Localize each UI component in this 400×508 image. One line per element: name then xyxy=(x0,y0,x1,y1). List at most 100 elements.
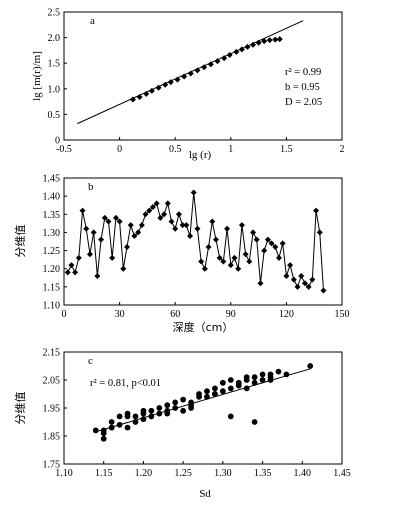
panel-c-point xyxy=(100,435,107,442)
panel-b-xtick-label: 150 xyxy=(335,309,350,320)
panel-b-point xyxy=(224,225,231,232)
panel-c-xtick-label: 1.20 xyxy=(135,468,153,479)
panel-a-point xyxy=(174,76,181,83)
panel-b-point xyxy=(157,214,164,221)
panel-a-annotation-r2: r² = 0.99 xyxy=(285,67,321,78)
panel-b-point xyxy=(94,272,101,279)
panel-b-ytick-label: 1.25 xyxy=(43,246,61,257)
panel-a-ytick-label: 1.5 xyxy=(48,59,61,70)
panel-c-point xyxy=(275,368,282,375)
panel-b-point xyxy=(305,283,312,290)
panel-b-point xyxy=(138,222,145,229)
panel-b-point xyxy=(242,251,249,258)
panel-b-point xyxy=(168,218,175,225)
panel-c-point xyxy=(164,402,171,409)
panel-b-ylabel: 分维值 xyxy=(14,225,27,258)
panel-c-point xyxy=(124,413,131,420)
panel-c-point xyxy=(124,424,131,431)
panel-b-xtick-label: 120 xyxy=(279,309,294,320)
panel-b-point xyxy=(112,214,119,221)
panel-a-point xyxy=(226,52,233,59)
panel-b-point xyxy=(257,280,264,287)
panel-a-point xyxy=(214,58,221,65)
panel-c-point xyxy=(100,430,107,437)
panel-b-point xyxy=(212,236,219,243)
panel-a-frame xyxy=(63,11,343,141)
panel-a-point xyxy=(261,38,268,45)
panel-a-point xyxy=(201,64,208,71)
panel-b-point xyxy=(264,236,271,243)
panel-a-point xyxy=(244,43,251,50)
panel-c-ytick-label: 1.75 xyxy=(43,460,61,471)
panel-a-point xyxy=(276,36,283,43)
panel-a-xtick-label: 1.5 xyxy=(280,144,293,155)
panel-b-point xyxy=(320,287,327,294)
panel-c-xtick-label: 1.25 xyxy=(174,468,192,479)
panel-b-point xyxy=(250,229,257,236)
panel-b-point xyxy=(272,243,279,250)
panel-c-point xyxy=(251,419,258,425)
panel-b-point xyxy=(187,233,194,240)
panel-b-xtick-label: 60 xyxy=(170,309,180,320)
panel-a-point xyxy=(162,81,169,88)
panel-a-ytick-label: 0.5 xyxy=(48,110,61,121)
panel-b-point xyxy=(149,204,156,211)
panel-c-point xyxy=(172,405,179,411)
panel-b-ytick-label: 1.30 xyxy=(43,228,61,239)
panel-b-point xyxy=(261,247,268,254)
panel-b-ytick-label: 1.15 xyxy=(43,282,61,293)
panel-c-point xyxy=(204,388,210,395)
panel-b-point xyxy=(153,200,160,207)
panel-a: a -0.5 0 0.5 1 1.5 200.51.01.52.02.5 r² = 0.9… xyxy=(31,8,345,162)
panel-c-ytick-label: 1.95 xyxy=(43,404,61,415)
panel-c: c 1.10 1.15 1.20 1.25 1.30 1.35 1.40 1.45 1.75 1.… xyxy=(14,348,351,501)
panel-b-point xyxy=(72,269,79,276)
panel-c-point xyxy=(116,413,123,420)
panel-c-point xyxy=(156,405,163,411)
panel-b-xtick-label: 30 xyxy=(115,309,125,320)
panel-a-point xyxy=(129,96,136,103)
panel-a-point xyxy=(266,37,273,44)
panel-c-point xyxy=(235,379,242,386)
panel-b-point xyxy=(175,211,182,218)
panel-c-point xyxy=(156,410,163,417)
panel-a-point xyxy=(272,36,279,43)
panel-b-point xyxy=(316,229,323,236)
panel-c-frame xyxy=(63,351,343,465)
panel-b-letter: b xyxy=(88,181,94,193)
panel-b-point xyxy=(183,222,190,229)
panel-c-point xyxy=(180,396,187,403)
panel-c-point xyxy=(227,385,234,392)
panel-b-point xyxy=(124,243,131,250)
panel-a-point xyxy=(143,90,150,97)
panel-a-ytick-label: 0 xyxy=(55,136,60,147)
panel-c-ylabel: 分维值 xyxy=(14,392,27,425)
panel-b-point xyxy=(231,254,238,261)
panel-b-point xyxy=(146,207,153,214)
panel-b-ytick-label: 1.40 xyxy=(43,192,61,203)
panel-b-point xyxy=(194,225,201,232)
panel-c-point xyxy=(140,416,147,423)
panel-b-xlabel: 深度（cm） xyxy=(173,320,234,334)
panel-a-ytick-label: 1.0 xyxy=(48,84,61,95)
panel-c-point xyxy=(172,399,179,406)
panel-b-point xyxy=(201,265,208,272)
panel-b-point xyxy=(238,222,245,229)
panel-b-point xyxy=(290,276,297,283)
panel-a-ylabel: lg [m(r)/m] xyxy=(31,51,43,101)
panel-c-point xyxy=(219,379,226,386)
panel-b-point xyxy=(246,258,253,265)
panel-c-point xyxy=(116,421,123,428)
panel-a-point xyxy=(250,41,257,48)
panel-a-point xyxy=(187,70,194,77)
panel-c-annotation: r² = 0.81, p<0.01 xyxy=(90,378,161,389)
panel-b-ytick-label: 1.20 xyxy=(43,264,61,275)
panel-a-point xyxy=(238,46,245,53)
panel-b-xtick-label: 90 xyxy=(226,309,236,320)
panel-b-point xyxy=(179,222,186,229)
panel-a-point xyxy=(148,87,155,94)
panel-a-point xyxy=(167,79,174,86)
panel-b-point xyxy=(275,254,282,261)
panel-a-ytick-label: 2.5 xyxy=(48,8,61,19)
panel-b-point xyxy=(198,258,205,265)
